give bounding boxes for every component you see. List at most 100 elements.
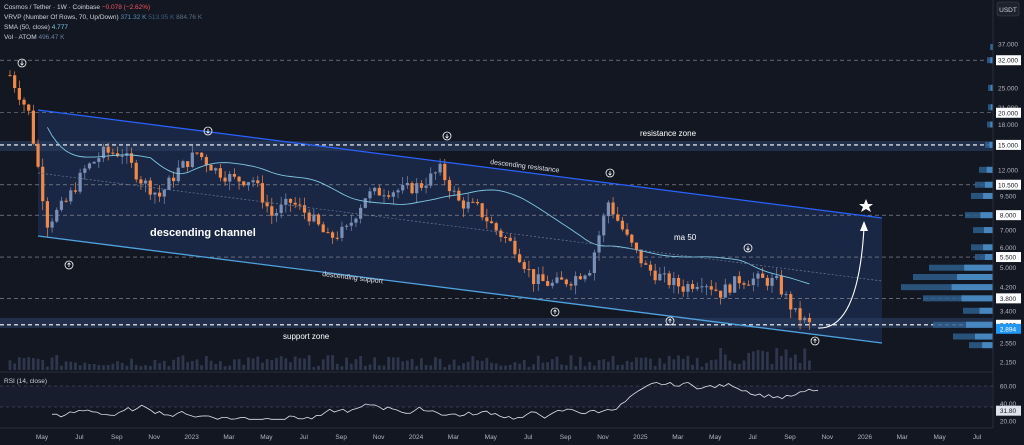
volume-bar (363, 365, 367, 370)
vrvp-row-up (986, 166, 993, 173)
candle-up (574, 276, 578, 286)
vrvp-row (971, 244, 993, 251)
volume-bar (550, 359, 554, 370)
sma-label[interactable]: SMA (50, close) (4, 24, 50, 31)
volume-bar (667, 355, 671, 370)
price-tick-box (996, 179, 1021, 190)
volume-bars (8, 348, 811, 370)
label-support-zone: support zone (283, 332, 330, 341)
volume-bar (88, 363, 91, 370)
candle-down (387, 195, 391, 197)
descending-channel-area (38, 110, 882, 343)
arrow-down-icon (743, 243, 753, 253)
volume-bar (583, 366, 587, 370)
volume-bar (22, 357, 26, 370)
candle-down (172, 177, 176, 182)
vol-label[interactable]: Vol · ATOM (4, 34, 37, 41)
time-tick-label: Sep (111, 434, 123, 441)
support-zone-band (0, 318, 993, 328)
candle-up (349, 222, 353, 226)
volume-bar (55, 355, 59, 370)
rsi-tick-label: 20.00 (1000, 419, 1017, 426)
volume-bar (275, 357, 278, 370)
volume-bar (78, 365, 82, 370)
candle-down (681, 286, 685, 292)
candle-down (546, 281, 550, 286)
symbol-title[interactable]: Cosmos / Tether · 1W · Coinbase (4, 4, 100, 11)
candle-up (784, 294, 788, 296)
candle-down (527, 269, 531, 271)
volume-bar (639, 357, 643, 370)
price-tick-label: 5.500 (1000, 255, 1017, 262)
rsi-label[interactable]: RSI (14, close) (4, 378, 47, 385)
volume-bar (635, 357, 638, 370)
candle-down (714, 289, 718, 291)
candle-down (321, 224, 325, 233)
candle-up (770, 277, 774, 286)
vrvp-label[interactable]: VRVP (Number Of Rows, 70, Up/Down) (4, 14, 119, 21)
volume-bar (728, 360, 732, 370)
candle-up (251, 180, 255, 183)
candle-up (424, 185, 428, 188)
volume-bar (429, 365, 433, 370)
vrvp-row-up (983, 244, 993, 251)
price-tick-box (996, 55, 1021, 66)
candle-down (223, 177, 227, 182)
volume-bar (504, 365, 507, 370)
candle-up (401, 185, 405, 191)
volume-bar (733, 363, 737, 370)
volume-bar (17, 357, 21, 370)
volume-bar (186, 362, 190, 370)
volume-bar (536, 355, 540, 370)
price-tick-label: 3.400 (1000, 308, 1017, 315)
volume-bar (368, 364, 372, 370)
volume-bar (298, 358, 302, 370)
candle-up (55, 209, 59, 222)
candle-down (200, 152, 204, 158)
candle-down (293, 202, 297, 205)
candle-up (723, 284, 727, 298)
candle-down (742, 283, 746, 285)
volume-bar (653, 365, 657, 370)
volume-bar (116, 361, 119, 370)
volume-bar (153, 359, 157, 370)
price-tick-box (996, 252, 1021, 263)
price-axis[interactable]: 37.00032.00025.00021.00020.00018.00015.0… (996, 42, 1021, 367)
volume-bar (377, 365, 381, 370)
candle-down (541, 274, 545, 282)
vrvp-row-up (984, 227, 993, 234)
volume-bar (448, 364, 451, 370)
price-tick-label: 7.000 (1000, 228, 1017, 235)
volume-bar (462, 363, 465, 370)
candle-up (143, 180, 148, 184)
vrvp-row (913, 273, 993, 280)
volume-bar (747, 352, 751, 370)
candle-down (419, 183, 423, 188)
candle-down (27, 104, 31, 111)
time-axis[interactable]: May Jul Sep Nov 2023 Mar May Jul Sep Nov 2024 Mar Ma… (36, 434, 982, 441)
candle-down (517, 254, 522, 263)
volume-bar (312, 366, 316, 370)
candle-down (410, 183, 414, 194)
volume-bar (247, 357, 250, 370)
volume-bar (218, 361, 222, 370)
volume-bar (597, 360, 601, 370)
currency-badge[interactable] (996, 1, 1020, 17)
candle-down (747, 284, 751, 286)
volume-bar (672, 359, 676, 370)
candle-down (480, 203, 484, 218)
vrvp-row-up (982, 342, 993, 349)
arrow-down-icon (605, 168, 615, 178)
volume-bar (522, 359, 526, 370)
candle-up (606, 202, 610, 217)
volume-bar (765, 351, 769, 370)
time-tick-label: 2026 (858, 434, 873, 441)
time-tick-label: Mar (672, 434, 684, 441)
candle-down (115, 153, 120, 157)
candle-down (630, 234, 634, 243)
volume-bar (31, 358, 35, 370)
volume-bar (546, 362, 550, 370)
vrvp-row (923, 295, 993, 302)
vrvp-row (975, 181, 993, 188)
